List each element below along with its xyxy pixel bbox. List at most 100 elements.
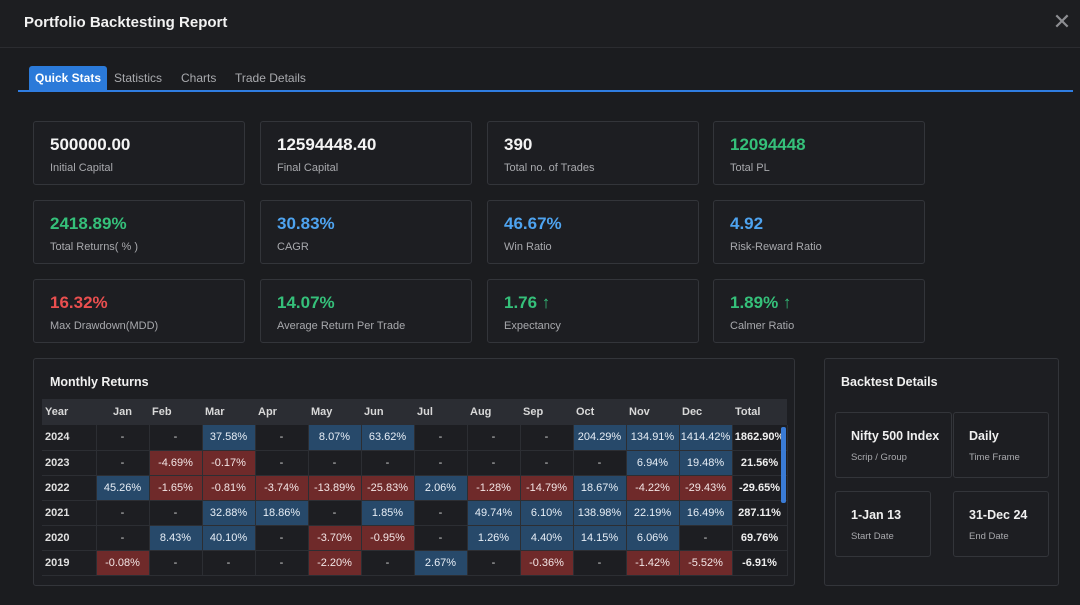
month-cell: 63.62% [361,425,415,451]
month-cell: - [96,500,150,526]
month-cell: 138.98% [573,500,627,526]
detail-card-time-frame: Daily Time Frame [953,412,1049,478]
stat-value: 12594448.40 [277,135,377,154]
stat-card-final-capital: 12594448.40 Final Capital [260,121,472,185]
month-cell: - [467,550,521,576]
month-cell: - [414,525,468,551]
detail-label: Start Date [851,531,894,542]
stat-value: 12094448 [730,135,806,154]
stat-label: Win Ratio [504,241,552,253]
month-cell: 45.26% [96,475,150,501]
stat-card-max-drawdown: 16.32% Max Drawdown(MDD) [33,279,245,343]
month-cell: 6.94% [626,450,680,476]
month-cell: - [414,425,468,451]
detail-card-end-date: 31-Dec 24 End Date [953,491,1049,557]
monthly-returns-title: Monthly Returns [50,375,149,389]
stat-value: 390 [504,135,533,154]
tab-charts[interactable]: Charts [181,71,217,85]
stat-card-initial-capital: 500000.00 Initial Capital [33,121,245,185]
month-cell: 1.26% [467,525,521,551]
table-body: 2024- -37.58% -8.07% 63.62% - - -204.29% 134.91… [42,425,788,576]
stat-label: Risk-Reward Ratio [730,241,822,253]
month-cell: -25.83% [361,475,415,501]
month-cell: -1.42% [626,550,680,576]
column-header: Jun [361,399,414,425]
detail-label: Scrip / Group [851,452,907,463]
month-cell: 6.10% [520,500,574,526]
detail-label: Time Frame [969,452,1020,463]
detail-value: 31-Dec 24 [969,508,1028,522]
month-cell: 1414.42% [679,425,733,451]
stat-label: CAGR [277,241,309,253]
month-cell: 4.40% [520,525,574,551]
column-header: Dec [679,399,732,425]
month-cell: - [467,450,521,476]
month-cell: 6.06% [626,525,680,551]
total-cell: -29.65% [732,475,788,501]
close-icon[interactable]: ✕ [1052,9,1072,34]
month-cell: 8.07% [308,425,362,451]
stat-card-risk-reward: 4.92 Risk-Reward Ratio [713,200,925,264]
tab-quick-stats[interactable]: Quick Stats [29,66,108,90]
table-scrollbar[interactable] [781,427,786,503]
month-cell: 32.88% [202,500,256,526]
stat-label: Average Return Per Trade [277,320,406,332]
month-cell: -2.20% [308,550,362,576]
month-cell: -0.81% [202,475,256,501]
month-cell: -0.08% [96,550,150,576]
month-cell: - [149,500,203,526]
month-cell: -3.74% [255,475,309,501]
report-header: Portfolio Backtesting Report ✕ [0,0,1080,48]
month-cell: 19.48% [679,450,733,476]
month-cell: - [679,525,733,551]
monthly-returns-table: Year Jan Feb Mar Apr May Jun Jul Aug Sep… [42,399,788,576]
backtest-details-panel: Backtest Details Nifty 500 Index Scrip /… [824,358,1059,586]
month-cell: - [573,450,627,476]
month-cell: 1.85% [361,500,415,526]
month-cell: - [202,550,256,576]
table-row: 2022 45.26% -1.65% -0.81% -3.74% -13.89% -25.8… [42,475,788,501]
table-row: 2021- -32.88% 18.86% -1.85% -49.74% 6.10% 138.… [42,500,788,526]
month-cell: 37.58% [202,425,256,451]
stat-value: 500000.00 [50,135,131,154]
month-cell: 16.49% [679,500,733,526]
tab-trade-details[interactable]: Trade Details [235,71,306,85]
total-cell: 69.76% [732,525,788,551]
detail-card-scrip: Nifty 500 Index Scrip / Group [835,412,952,478]
table-row: 2019 -0.08% - - - -2.20% -2.67% - -0.36% - -1.42% -… [42,550,788,576]
month-cell: 134.91% [626,425,680,451]
monthly-returns-panel: Monthly Returns Year Jan Feb Mar Apr May… [33,358,795,586]
month-cell: 49.74% [467,500,521,526]
stat-value: 4.92 [730,214,764,233]
stat-card-avg-return: 14.07% Average Return Per Trade [260,279,472,343]
month-cell: -13.89% [308,475,362,501]
month-cell: 2.06% [414,475,468,501]
stat-value: 1.89% ↑ [730,293,792,312]
stat-card-calmar-ratio: 1.89% ↑ Calmer Ratio [713,279,925,343]
stat-value: 30.83% [277,214,335,233]
month-cell: -0.95% [361,525,415,551]
month-cell: -0.17% [202,450,256,476]
table-header: Year Jan Feb Mar Apr May Jun Jul Aug Sep… [42,399,787,425]
month-cell: 18.67% [573,475,627,501]
month-cell: - [149,550,203,576]
report-title: Portfolio Backtesting Report [24,14,228,31]
detail-card-start-date: 1-Jan 13 Start Date [835,491,931,557]
year-cell: 2024 [42,425,97,451]
table-header-row: Year Jan Feb Mar Apr May Jun Jul Aug Sep… [42,399,787,425]
month-cell: 40.10% [202,525,256,551]
month-cell: - [308,500,362,526]
detail-value: 1-Jan 13 [851,508,902,522]
stat-card-total-pl: 12094448 Total PL [713,121,925,185]
month-cell: 18.86% [255,500,309,526]
month-cell: - [361,450,415,476]
tab-statistics[interactable]: Statistics [114,71,163,85]
column-header: Total [732,399,787,425]
month-cell: -1.28% [467,475,521,501]
month-cell: 2.67% [414,550,468,576]
year-cell: 2020 [42,525,97,551]
year-cell: 2021 [42,500,97,526]
stat-card-total-returns: 2418.89% Total Returns( % ) [33,200,245,264]
month-cell: - [149,425,203,451]
stat-label: Expectancy [504,320,561,332]
